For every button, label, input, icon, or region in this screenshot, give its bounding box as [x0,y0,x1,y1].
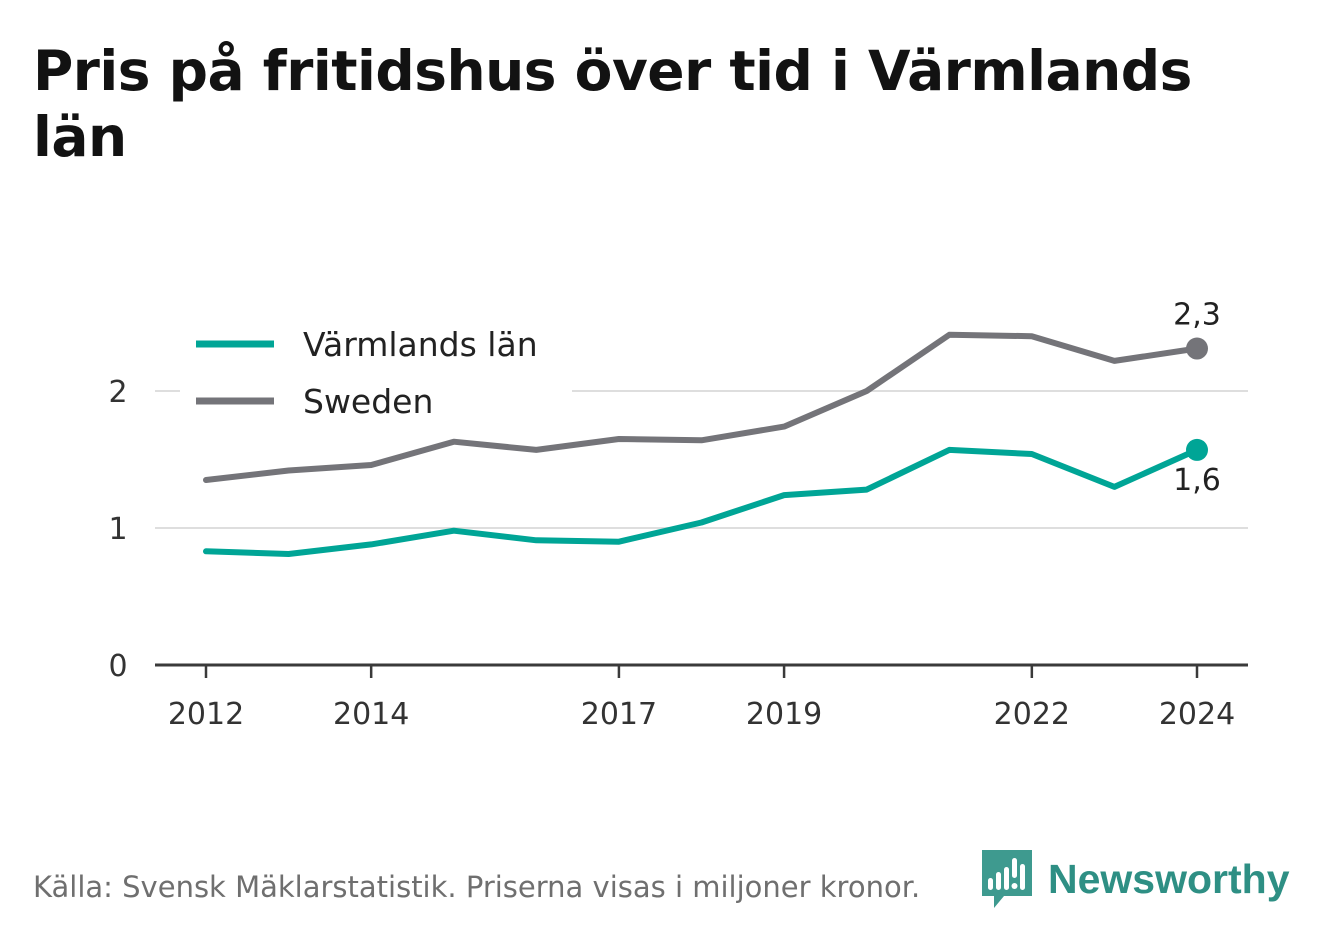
end-label-1: 2,3 [1173,298,1221,333]
x-tick-label-2024: 2024 [1159,697,1235,732]
x-axis: 2012 2014 2017 2019 2022 2024 [155,663,1248,732]
y-tick-label-1: 1 [108,512,127,547]
y-tick-label-0: 0 [108,649,127,684]
legend: Värmlands län Sweden [180,318,572,430]
series-end-point-0 [1186,438,1208,461]
legend-background [180,318,572,430]
source-note: Källa: Svensk Mäklarstatistik. Priserna … [33,870,921,904]
end-label-0: 1,6 [1173,463,1221,498]
series-lines [203,331,1208,557]
newsworthy-logo-icon [982,850,1032,908]
brand: Newsworthy [982,850,1290,908]
x-tick-label-2014: 2014 [333,697,409,732]
legend-label-1: Sweden [303,382,433,421]
end-labels: 1,6 2,3 [1173,298,1221,498]
y-axis-ticks: 0 1 2 [108,375,127,684]
x-tick-label-2022: 2022 [994,697,1070,732]
x-tick-label-2012: 2012 [168,697,244,732]
brand-name: Newsworthy [1048,855,1290,902]
y-tick-label-2: 2 [108,375,127,410]
x-tick-label-2019: 2019 [746,697,822,732]
chart-title: Pris på fritidshus över tid i Värmlands … [33,39,1192,169]
series-end-point-1 [1186,337,1208,360]
series-line-1 [203,331,1200,483]
series-line-0 [203,446,1200,557]
x-tick-label-2017: 2017 [581,697,657,732]
legend-label-0: Värmlands län [303,325,538,364]
